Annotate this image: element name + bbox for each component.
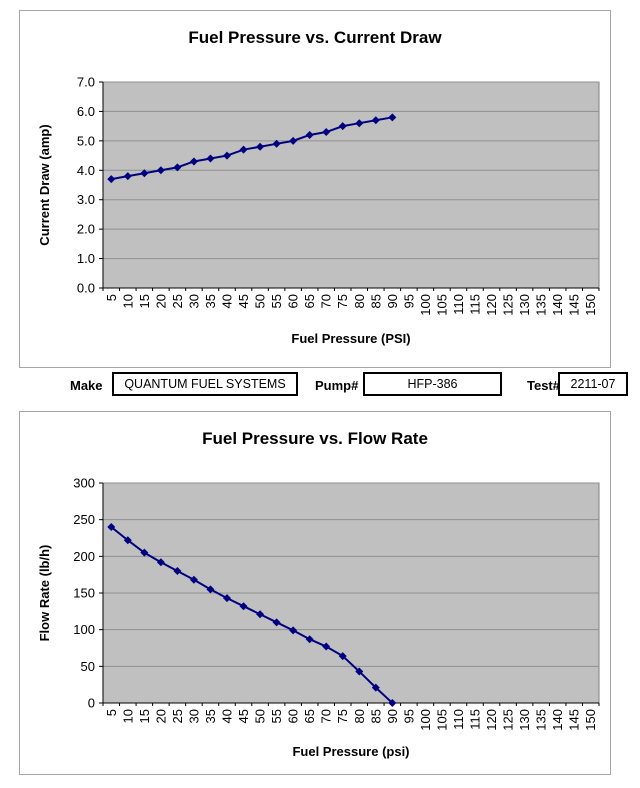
svg-text:50: 50 bbox=[253, 709, 268, 723]
svg-text:4.0: 4.0 bbox=[77, 163, 95, 178]
svg-text:300: 300 bbox=[73, 476, 95, 491]
current-draw-chart-frame: Fuel Pressure vs. Current Draw Current D… bbox=[19, 10, 611, 368]
svg-text:125: 125 bbox=[501, 709, 516, 731]
svg-text:5.0: 5.0 bbox=[77, 133, 95, 148]
svg-text:250: 250 bbox=[73, 512, 95, 527]
svg-text:5: 5 bbox=[104, 709, 119, 716]
current-draw-x-axis-title: Fuel Pressure (PSI) bbox=[291, 331, 411, 346]
svg-text:105: 105 bbox=[434, 294, 449, 316]
make-label: Make bbox=[70, 378, 103, 393]
svg-text:45: 45 bbox=[236, 294, 251, 308]
pump-number-value-field[interactable]: HFP-386 bbox=[363, 372, 502, 396]
svg-text:85: 85 bbox=[368, 709, 383, 723]
svg-text:150: 150 bbox=[73, 586, 95, 601]
pump-number-label: Pump# bbox=[315, 378, 359, 393]
svg-text:60: 60 bbox=[286, 709, 301, 723]
svg-text:90: 90 bbox=[385, 709, 400, 723]
svg-text:130: 130 bbox=[517, 709, 532, 731]
svg-text:100: 100 bbox=[73, 622, 95, 637]
svg-text:25: 25 bbox=[170, 709, 185, 723]
svg-text:10: 10 bbox=[120, 709, 135, 723]
svg-text:60: 60 bbox=[286, 294, 301, 308]
svg-text:65: 65 bbox=[302, 709, 317, 723]
test-number-label: Test# bbox=[527, 378, 560, 393]
svg-text:120: 120 bbox=[484, 709, 499, 731]
current-draw-chart-title: Fuel Pressure vs. Current Draw bbox=[188, 28, 442, 47]
svg-text:40: 40 bbox=[220, 294, 235, 308]
svg-text:145: 145 bbox=[567, 294, 582, 316]
svg-text:55: 55 bbox=[269, 294, 284, 308]
svg-text:50: 50 bbox=[81, 659, 95, 674]
svg-text:150: 150 bbox=[583, 709, 598, 731]
svg-text:90: 90 bbox=[385, 294, 400, 308]
svg-text:3.0: 3.0 bbox=[77, 192, 95, 207]
svg-text:20: 20 bbox=[153, 709, 168, 723]
svg-text:110: 110 bbox=[451, 709, 466, 730]
svg-text:0: 0 bbox=[88, 696, 95, 711]
svg-text:6.0: 6.0 bbox=[77, 104, 95, 119]
svg-text:110: 110 bbox=[451, 294, 466, 315]
svg-text:135: 135 bbox=[534, 709, 549, 731]
svg-text:45: 45 bbox=[236, 709, 251, 723]
svg-text:50: 50 bbox=[253, 294, 268, 308]
svg-text:140: 140 bbox=[550, 294, 565, 316]
svg-text:95: 95 bbox=[401, 294, 416, 308]
svg-text:30: 30 bbox=[186, 294, 201, 308]
svg-text:75: 75 bbox=[335, 294, 350, 308]
svg-text:140: 140 bbox=[550, 709, 565, 731]
svg-text:10: 10 bbox=[120, 294, 135, 308]
make-value-field[interactable]: QUANTUM FUEL SYSTEMS bbox=[112, 372, 298, 396]
svg-text:35: 35 bbox=[203, 709, 218, 723]
svg-text:80: 80 bbox=[352, 709, 367, 723]
current-draw-plot: 0.0 1.0 2.0 3.0 4.0 5.0 6.0 7.0 5 10 15 20 25 30 35 40 4… bbox=[77, 75, 600, 316]
svg-text:100: 100 bbox=[418, 294, 433, 316]
svg-text:25: 25 bbox=[170, 294, 185, 308]
svg-text:75: 75 bbox=[335, 709, 350, 723]
svg-text:130: 130 bbox=[517, 294, 532, 316]
flow-rate-chart-title: Fuel Pressure vs. Flow Rate bbox=[202, 429, 428, 448]
svg-text:145: 145 bbox=[567, 709, 582, 731]
svg-text:15: 15 bbox=[137, 294, 152, 308]
test-number-value-field[interactable]: 2211-07 bbox=[558, 372, 628, 396]
svg-text:20: 20 bbox=[153, 294, 168, 308]
svg-text:70: 70 bbox=[319, 294, 334, 308]
svg-text:65: 65 bbox=[302, 294, 317, 308]
svg-text:150: 150 bbox=[583, 294, 598, 316]
svg-text:115: 115 bbox=[468, 294, 483, 315]
svg-text:55: 55 bbox=[269, 709, 284, 723]
svg-text:5: 5 bbox=[104, 294, 119, 301]
svg-text:15: 15 bbox=[137, 709, 152, 723]
svg-text:0.0: 0.0 bbox=[77, 281, 95, 296]
svg-text:80: 80 bbox=[352, 294, 367, 308]
svg-text:120: 120 bbox=[484, 294, 499, 316]
svg-text:2.0: 2.0 bbox=[77, 222, 95, 237]
svg-text:105: 105 bbox=[434, 709, 449, 731]
svg-text:35: 35 bbox=[203, 294, 218, 308]
svg-text:30: 30 bbox=[186, 709, 201, 723]
svg-text:135: 135 bbox=[534, 294, 549, 316]
flow-rate-chart-frame: Fuel Pressure vs. Flow Rate Flow Rate (l… bbox=[19, 411, 611, 775]
svg-text:125: 125 bbox=[501, 294, 516, 316]
svg-text:115: 115 bbox=[468, 709, 483, 730]
svg-text:200: 200 bbox=[73, 549, 95, 564]
svg-text:7.0: 7.0 bbox=[77, 75, 95, 90]
svg-text:1.0: 1.0 bbox=[77, 251, 95, 266]
svg-text:100: 100 bbox=[418, 709, 433, 731]
flow-rate-x-axis-title: Fuel Pressure (psi) bbox=[292, 744, 410, 759]
svg-text:70: 70 bbox=[319, 709, 334, 723]
svg-text:85: 85 bbox=[368, 294, 383, 308]
svg-text:40: 40 bbox=[220, 709, 235, 723]
svg-text:95: 95 bbox=[401, 709, 416, 723]
